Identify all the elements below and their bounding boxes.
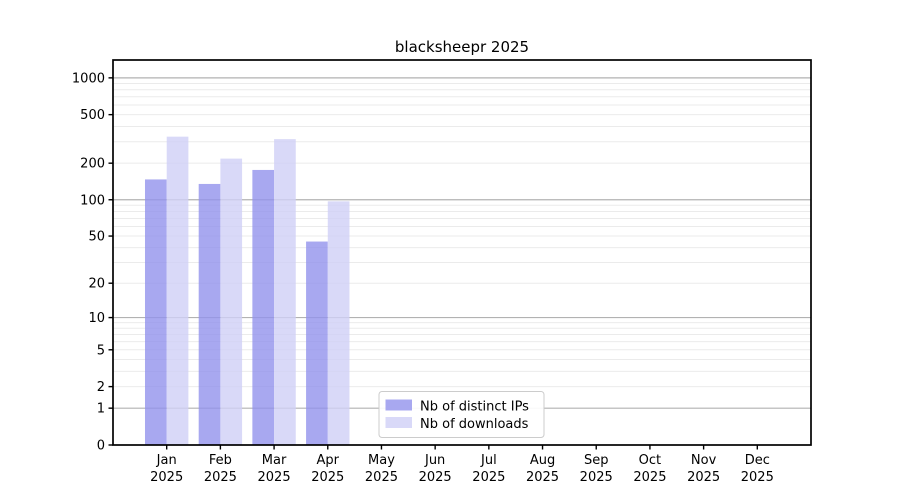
x-tick-label-year-jan-2025: 2025 (150, 470, 183, 485)
y-tick-label-1000: 1000 (72, 71, 105, 86)
bar-nb-of-distinct-ips-mar-2025 (252, 169, 275, 445)
legend-swatch-nb-of-downloads (385, 417, 412, 428)
x-tick-label-month-mar-2025: Mar (262, 453, 287, 468)
y-tick-label-2: 2 (97, 380, 105, 395)
bar-nb-of-distinct-ips-feb-2025 (198, 183, 221, 445)
bar-nb-of-distinct-ips-apr-2025 (306, 241, 328, 445)
x-tick-label-year-jun-2025: 2025 (419, 470, 452, 485)
y-tick-label-500: 500 (80, 108, 105, 123)
x-tick-label-month-jul-2025: Jul (480, 453, 497, 468)
x-tick-label-month-jan-2025: Jan (156, 453, 177, 468)
plot-spines (112, 59, 812, 446)
x-tick-label-month-feb-2025: Feb (209, 453, 232, 468)
y-tick-label-50: 50 (88, 230, 105, 245)
x-tick-label-month-sep-2025: Sep (584, 453, 609, 468)
x-tick-label-month-jun-2025: Jun (424, 453, 445, 468)
legend-swatch-nb-of-distinct-ips (385, 399, 412, 411)
y-tick-label-10: 10 (88, 311, 105, 326)
y-tick-label-0: 0 (97, 439, 105, 454)
x-tick-label-month-oct-2025: Oct (639, 453, 661, 468)
x-tick-label-year-may-2025: 2025 (365, 470, 398, 485)
x-tick-label-year-apr-2025: 2025 (311, 470, 344, 485)
y-tick-label-100: 100 (80, 193, 105, 208)
x-tick-label-year-aug-2025: 2025 (526, 470, 559, 485)
bar-nb-of-downloads-apr-2025 (327, 201, 350, 445)
x-tick-label-year-feb-2025: 2025 (204, 470, 237, 485)
bar-nb-of-distinct-ips-jan-2025 (144, 179, 167, 446)
bar-nb-of-downloads-feb-2025 (220, 158, 243, 446)
x-tick-label-month-nov-2025: Nov (691, 453, 717, 468)
x-tick-label-month-dec-2025: Dec (745, 453, 770, 468)
y-tick-label-20: 20 (88, 277, 105, 292)
legend: Nb of distinct IPs Nb of downloads (378, 391, 545, 438)
x-tick-label-month-apr-2025: Apr (317, 453, 340, 468)
y-axis: 0 1 2 5 10 20 50 100 200 500 1000 (72, 71, 113, 454)
x-tick-label-year-dec-2025: 2025 (741, 470, 774, 485)
y-tick-label-5: 5 (97, 343, 105, 358)
x-axis: Jan 2025 Feb 2025 Mar 2025 Apr 2025 May 2025 Jun 20… (150, 445, 774, 485)
y-tick-label-200: 200 (80, 157, 105, 172)
x-tick-label-year-mar-2025: 2025 (258, 470, 291, 485)
x-tick-label-year-nov-2025: 2025 (687, 470, 720, 485)
x-tick-label-month-aug-2025: Aug (530, 453, 555, 468)
x-tick-label-year-oct-2025: 2025 (633, 470, 666, 485)
x-tick-label-year-sep-2025: 2025 (580, 470, 613, 485)
x-tick-label-month-may-2025: May (368, 453, 395, 468)
bars (144, 136, 350, 446)
legend-label-nb-of-distinct-ips: Nb of distinct IPs (420, 400, 529, 415)
legend-box (378, 391, 545, 438)
x-tick-label-year-jul-2025: 2025 (472, 470, 505, 485)
chart-title: blacksheepr 2025 (395, 38, 529, 56)
y-tick-label-1: 1 (97, 402, 105, 417)
bar-nb-of-downloads-mar-2025 (274, 139, 296, 445)
legend-label-nb-of-downloads: Nb of downloads (420, 417, 529, 432)
bar-nb-of-downloads-jan-2025 (166, 136, 189, 446)
